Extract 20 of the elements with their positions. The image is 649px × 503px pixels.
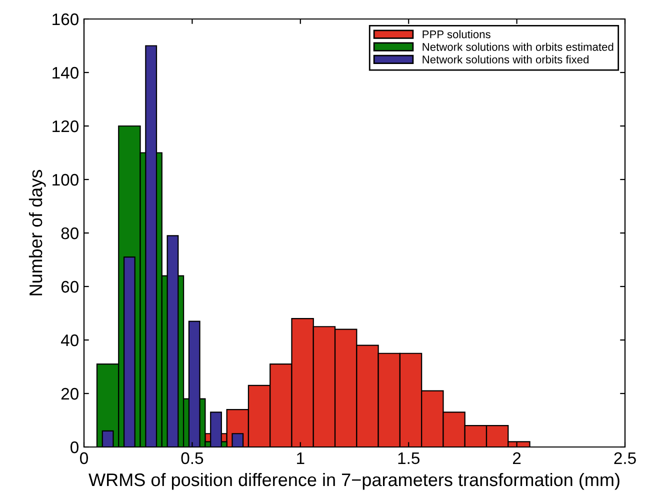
x-axis-title: WRMS of position difference in 7−parameters transformation (mm) xyxy=(88,472,620,490)
y-tick-label: 120 xyxy=(52,120,78,132)
x-tick-label: 2 xyxy=(513,452,521,464)
x-tick-label: 0.5 xyxy=(181,452,204,464)
y-tick-label: 100 xyxy=(52,174,78,186)
legend-label: Network solutions with orbits fixed xyxy=(422,55,588,64)
y-tick-label: 160 xyxy=(52,13,78,26)
y-tick-label: 80 xyxy=(61,227,78,240)
x-tick-label: 0 xyxy=(80,452,88,464)
legend-label: Network solutions with orbits estimated xyxy=(422,42,614,51)
x-tick-label: 2.5 xyxy=(614,452,636,464)
y-tick-label: 40 xyxy=(60,334,78,346)
x-tick-label: 1.5 xyxy=(398,452,420,464)
y-tick-label: 60 xyxy=(61,280,78,293)
legend-label: PPP solutions xyxy=(422,30,490,38)
y-axis-title: Number of days xyxy=(28,170,46,296)
x-tick-label: 1 xyxy=(297,452,304,464)
y-tick-label: 0 xyxy=(70,441,78,454)
y-tick-label: 20 xyxy=(61,388,78,400)
y-tick-label: 140 xyxy=(52,66,78,79)
